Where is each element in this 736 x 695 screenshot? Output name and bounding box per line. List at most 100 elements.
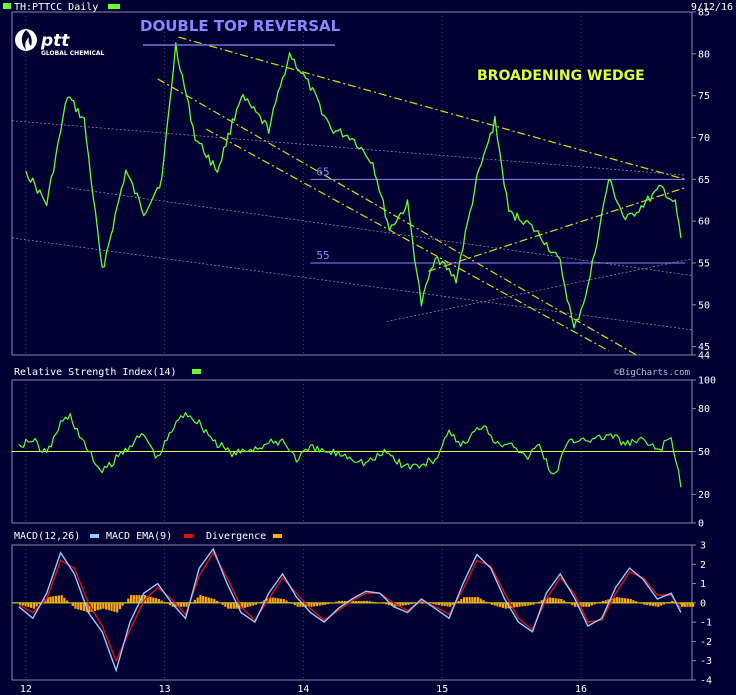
trendline xyxy=(428,187,686,272)
divergence-bar xyxy=(471,597,474,603)
divergence-bar xyxy=(596,602,599,604)
divergence-bar xyxy=(77,602,80,610)
divergence-bar xyxy=(518,602,521,607)
divergence-bar xyxy=(626,598,629,603)
divergence-bar xyxy=(474,597,477,603)
divergence-bar xyxy=(438,602,441,606)
divergence-bar xyxy=(213,599,216,603)
rsi-series-line xyxy=(18,411,682,488)
divergence-bar xyxy=(538,601,541,603)
annotation-double-top: DOUBLE TOP REVERSAL xyxy=(140,17,341,35)
divergence-bar xyxy=(27,602,30,608)
divergence-bar xyxy=(643,602,646,605)
divergence-bar xyxy=(543,598,546,603)
macd-ema-series-line xyxy=(18,551,682,663)
x-tick-label: 12 xyxy=(20,684,32,695)
divergence-bar xyxy=(360,600,363,603)
divergence-bar xyxy=(671,600,674,603)
divergence-bar xyxy=(352,600,355,603)
divergence-bar xyxy=(680,602,684,607)
divergence-bar xyxy=(118,602,122,610)
divergence-bar xyxy=(163,602,166,603)
divergence-bar xyxy=(465,597,468,603)
divergence-bar xyxy=(82,602,85,611)
macd-tick-label: 1 xyxy=(700,579,706,590)
divergence-bar xyxy=(232,602,235,609)
divergence-bar xyxy=(216,600,219,603)
divergence-bar xyxy=(618,597,621,603)
divergence-bar xyxy=(593,602,596,605)
divergence-bar xyxy=(260,601,263,603)
divergence-bar xyxy=(640,602,643,604)
divergence-bar xyxy=(307,602,310,607)
price-legend-swatch xyxy=(108,4,120,9)
divergence-bar xyxy=(321,602,324,606)
divergence-bar xyxy=(52,596,55,603)
divergence-bar xyxy=(241,602,244,609)
divergence-bar xyxy=(657,602,660,607)
trendline xyxy=(67,187,693,276)
divergence-bar xyxy=(363,600,366,603)
divergence-bar xyxy=(252,602,255,606)
divergence-bar xyxy=(243,602,246,608)
divergence-bar xyxy=(513,602,516,608)
divergence-bar xyxy=(535,602,538,604)
divergence-bar xyxy=(574,602,577,607)
divergence-bar xyxy=(496,602,499,607)
divergence-bar xyxy=(689,602,692,607)
divergence-bar xyxy=(371,601,374,603)
divergence-bar xyxy=(315,602,319,606)
divergence-bar xyxy=(55,595,58,603)
logo-flame xyxy=(21,30,32,50)
divergence-bar xyxy=(218,602,221,604)
divergence-bar xyxy=(91,602,94,612)
divergence-bar xyxy=(49,596,52,603)
divergence-bar xyxy=(105,602,108,610)
price-series-line xyxy=(25,42,682,329)
trendline xyxy=(11,120,686,176)
vertical-gridlines xyxy=(25,12,582,680)
trendline xyxy=(178,36,686,180)
divergence-bar xyxy=(357,600,360,603)
divergence-bar xyxy=(338,600,341,603)
macd-tick-label: -3 xyxy=(700,656,712,667)
divergence-bar xyxy=(110,602,113,611)
divergence-bar xyxy=(410,602,413,605)
divergence-bar xyxy=(612,597,616,603)
divergence-bar xyxy=(132,595,135,603)
divergence-bar xyxy=(683,602,686,607)
divergence-bar xyxy=(99,602,102,610)
divergence-bar xyxy=(446,602,449,607)
divergence-bar xyxy=(587,602,591,607)
divergence-bar xyxy=(385,602,388,605)
divergence-bar xyxy=(457,600,460,603)
divergence-bar xyxy=(551,597,554,603)
divergence-bar xyxy=(449,602,452,607)
divergence-bar xyxy=(482,600,485,603)
divergence-bar xyxy=(21,602,24,606)
divergence-bar xyxy=(504,602,507,609)
logo-word: ptt xyxy=(40,31,70,51)
divergence-bar xyxy=(463,597,466,603)
macd-ema-legend-swatch xyxy=(184,534,193,538)
divergence-bar xyxy=(621,597,624,603)
divergence-bar xyxy=(565,602,568,603)
divergence-bar xyxy=(601,600,604,603)
divergence-bar xyxy=(221,602,224,605)
symbol-label: TH:PTTCC Daily xyxy=(14,2,98,13)
macd-tick-label: 0 xyxy=(700,598,706,609)
divergence-bar xyxy=(177,602,180,607)
divergence-bar xyxy=(63,597,66,603)
rsi-axis: 0 20 50 80 100 xyxy=(692,376,716,530)
divergence-bar xyxy=(560,599,563,603)
divergence-bar xyxy=(310,602,313,607)
divergence-bar xyxy=(624,598,627,603)
ptt-flame-logo: ptt GLOBAL CHEMICAL xyxy=(15,29,105,57)
divergence-bar xyxy=(327,602,330,605)
divergence-bar xyxy=(96,602,99,611)
divergence-bar xyxy=(268,597,271,603)
divergence-bar xyxy=(66,600,69,603)
trendline xyxy=(205,128,610,352)
x-tick-label: 13 xyxy=(159,684,171,695)
